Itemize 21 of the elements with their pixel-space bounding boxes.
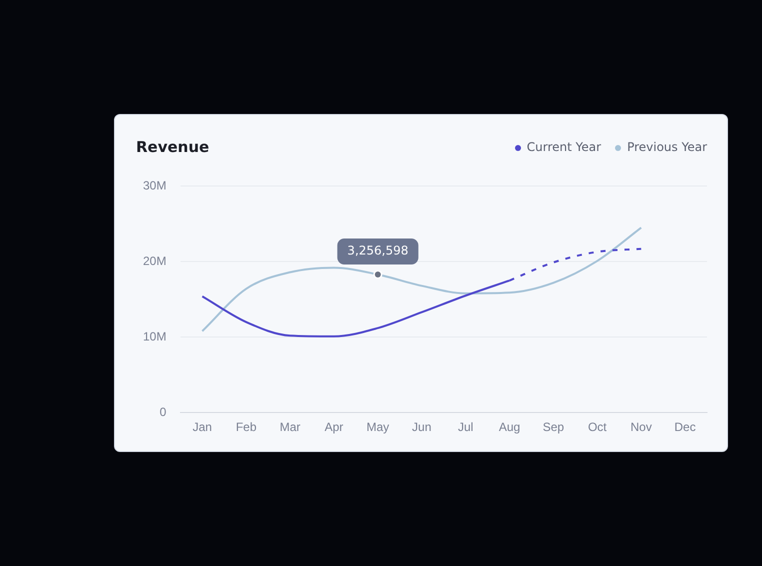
y-tick-label: 20M [143,254,166,268]
annotation: 3,256,598 [347,244,408,258]
x-tick-label: Dec [674,420,696,434]
x-tick-label: Nov [630,420,652,434]
x-tick-label: Jul [458,420,474,434]
x-tick-label: Feb [236,420,257,434]
x-tick-label: Apr [324,420,344,434]
legend-label: Current Year [526,140,602,154]
x-tick-label: May [366,420,390,434]
line-series [201,226,642,332]
x-tick-label: Jan [192,420,212,434]
x-tick-label: Oct [588,420,608,434]
y-tick-label: 0 [160,404,167,419]
y-tick-label: 10M [143,329,166,344]
x-tick-label: Aug [498,420,520,434]
x-tick-label: Sep [542,420,564,434]
chart-title: Revenue [136,138,210,156]
x-tick-label: Jun [412,420,432,434]
y-tick-label: 30M [143,178,166,193]
x-tick-label: Mar [280,420,300,434]
legend-label: Previous Year [626,140,707,154]
